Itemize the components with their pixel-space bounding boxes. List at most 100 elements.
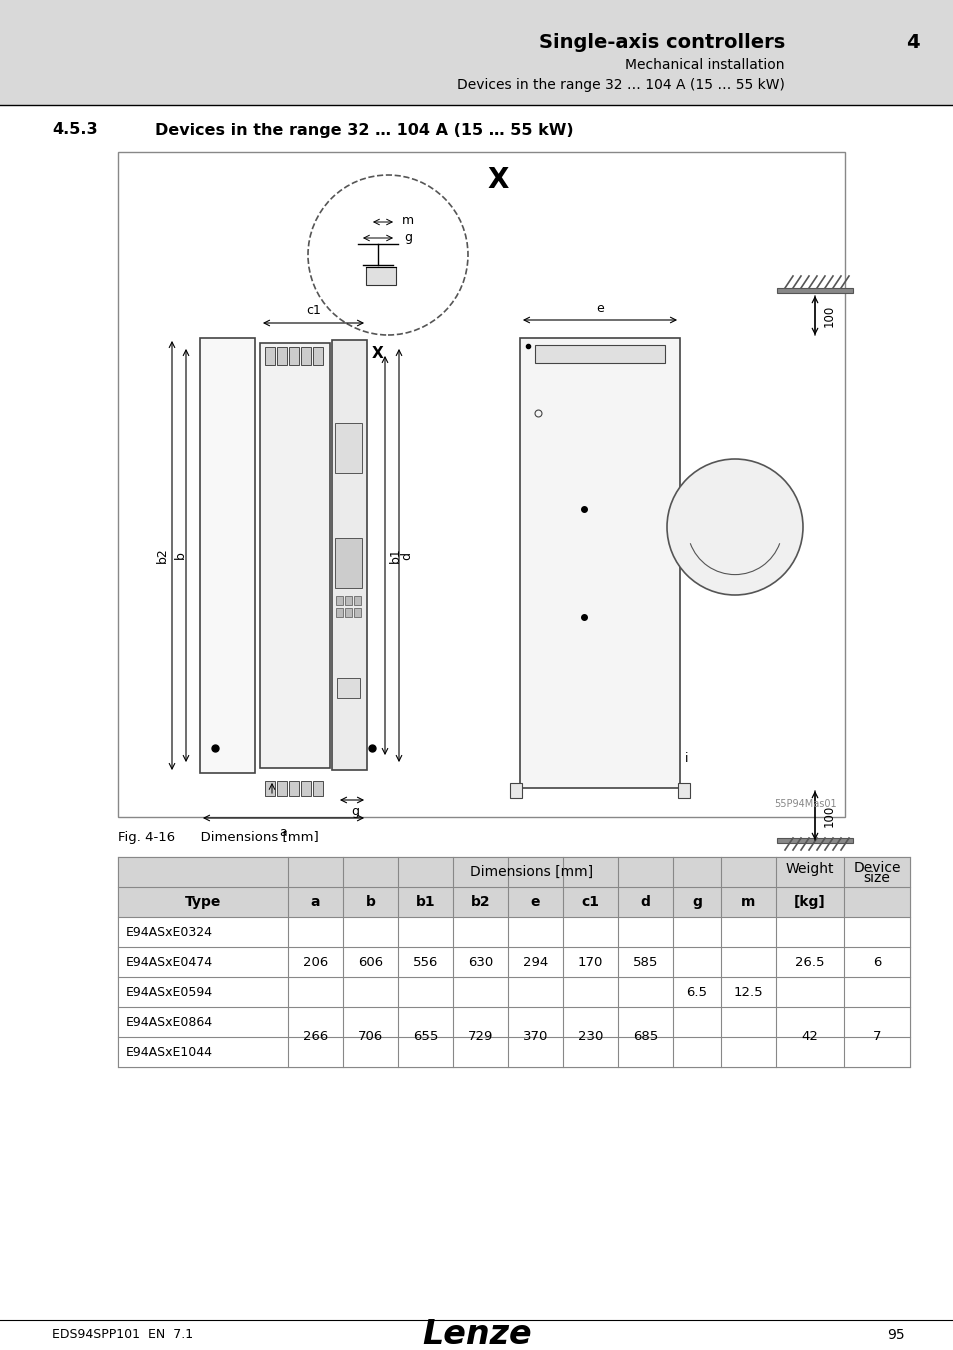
Bar — [335, 423, 361, 472]
Bar — [335, 595, 343, 605]
Text: 100: 100 — [822, 805, 835, 826]
Text: 170: 170 — [578, 956, 602, 968]
Bar — [776, 838, 852, 842]
Text: b2: b2 — [470, 895, 490, 909]
Text: 6: 6 — [872, 956, 881, 968]
Bar — [343, 946, 397, 977]
Bar — [775, 1037, 843, 1066]
Text: 7: 7 — [872, 1030, 881, 1044]
Text: [kg]: [kg] — [793, 895, 825, 909]
Text: 685: 685 — [632, 1030, 658, 1044]
Text: Devices in the range 32 … 104 A (15 … 55 kW): Devices in the range 32 … 104 A (15 … 55… — [456, 78, 784, 92]
Text: c1: c1 — [581, 895, 598, 909]
Text: Lenze: Lenze — [422, 1319, 531, 1350]
Bar — [288, 977, 343, 1007]
Bar — [343, 977, 397, 1007]
Text: m: m — [740, 895, 755, 909]
Text: Mechanical installation: Mechanical installation — [625, 58, 784, 72]
Text: 585: 585 — [632, 956, 658, 968]
Text: 42: 42 — [801, 1030, 818, 1044]
Text: X: X — [372, 346, 383, 360]
Bar — [720, 1037, 775, 1066]
Bar — [507, 946, 562, 977]
Bar — [507, 1007, 562, 1037]
Bar — [618, 1007, 672, 1037]
Bar — [397, 917, 453, 946]
Bar — [260, 343, 330, 768]
Bar — [289, 347, 298, 364]
Text: e: e — [530, 895, 539, 909]
Bar — [335, 608, 343, 617]
Text: E94ASxE0864: E94ASxE0864 — [126, 1015, 213, 1029]
Bar — [720, 946, 775, 977]
Bar — [313, 782, 323, 796]
Bar — [720, 917, 775, 946]
Bar — [288, 946, 343, 977]
Bar — [519, 338, 679, 788]
Text: 55P94Mas01: 55P94Mas01 — [774, 799, 836, 809]
Bar — [720, 977, 775, 1007]
Text: Fig. 4-16      Dimensions [mm]: Fig. 4-16 Dimensions [mm] — [118, 830, 318, 844]
Bar — [289, 782, 298, 796]
Bar — [343, 1037, 397, 1066]
Text: 370: 370 — [522, 1030, 548, 1044]
Bar — [118, 857, 909, 887]
Bar — [343, 1007, 397, 1037]
Text: E94ASxE1044: E94ASxE1044 — [126, 1045, 213, 1058]
Text: 266: 266 — [302, 1030, 328, 1044]
Bar — [775, 946, 843, 977]
Text: 606: 606 — [357, 956, 383, 968]
Bar — [453, 917, 507, 946]
Text: Weight: Weight — [785, 863, 833, 876]
Bar — [354, 608, 360, 617]
Bar — [510, 783, 521, 798]
Text: b1: b1 — [416, 895, 435, 909]
Bar — [843, 977, 909, 1007]
Bar — [507, 917, 562, 946]
Bar — [288, 1037, 343, 1066]
Text: Type: Type — [185, 895, 221, 909]
Bar — [507, 1037, 562, 1066]
Text: 729: 729 — [467, 1030, 493, 1044]
Bar — [775, 977, 843, 1007]
Bar — [453, 1007, 507, 1037]
Text: d: d — [639, 895, 650, 909]
Text: a: a — [279, 825, 287, 838]
Bar — [453, 1037, 507, 1066]
Circle shape — [308, 176, 468, 335]
Text: E94ASxE0474: E94ASxE0474 — [126, 956, 213, 968]
Bar — [843, 1007, 909, 1037]
Text: b: b — [173, 552, 186, 559]
Text: Dimensions [mm]: Dimensions [mm] — [470, 865, 593, 879]
Bar — [397, 946, 453, 977]
Text: 206: 206 — [302, 956, 328, 968]
Text: m: m — [401, 213, 414, 227]
Text: 706: 706 — [357, 1030, 383, 1044]
Bar — [343, 917, 397, 946]
Bar — [332, 340, 367, 770]
Text: 26.5: 26.5 — [795, 956, 824, 968]
Bar — [672, 1007, 720, 1037]
Bar — [720, 1007, 775, 1037]
Text: E94ASxE0594: E94ASxE0594 — [126, 986, 213, 999]
Text: 4.5.3: 4.5.3 — [52, 123, 97, 138]
Bar — [265, 347, 274, 364]
Text: Single-axis controllers: Single-axis controllers — [538, 32, 784, 51]
Bar — [301, 347, 311, 364]
Text: g: g — [403, 231, 412, 243]
Bar — [397, 1007, 453, 1037]
Text: g: g — [691, 895, 701, 909]
Bar — [265, 782, 274, 796]
Bar — [200, 338, 254, 774]
Bar — [345, 595, 352, 605]
Bar — [118, 977, 288, 1007]
Bar — [618, 946, 672, 977]
Text: 294: 294 — [522, 956, 548, 968]
Text: b2: b2 — [155, 548, 169, 563]
Bar — [118, 917, 288, 946]
Bar — [535, 346, 664, 363]
Bar — [562, 977, 618, 1007]
Bar — [336, 678, 359, 698]
Text: d: d — [400, 552, 413, 559]
Bar — [562, 1007, 618, 1037]
